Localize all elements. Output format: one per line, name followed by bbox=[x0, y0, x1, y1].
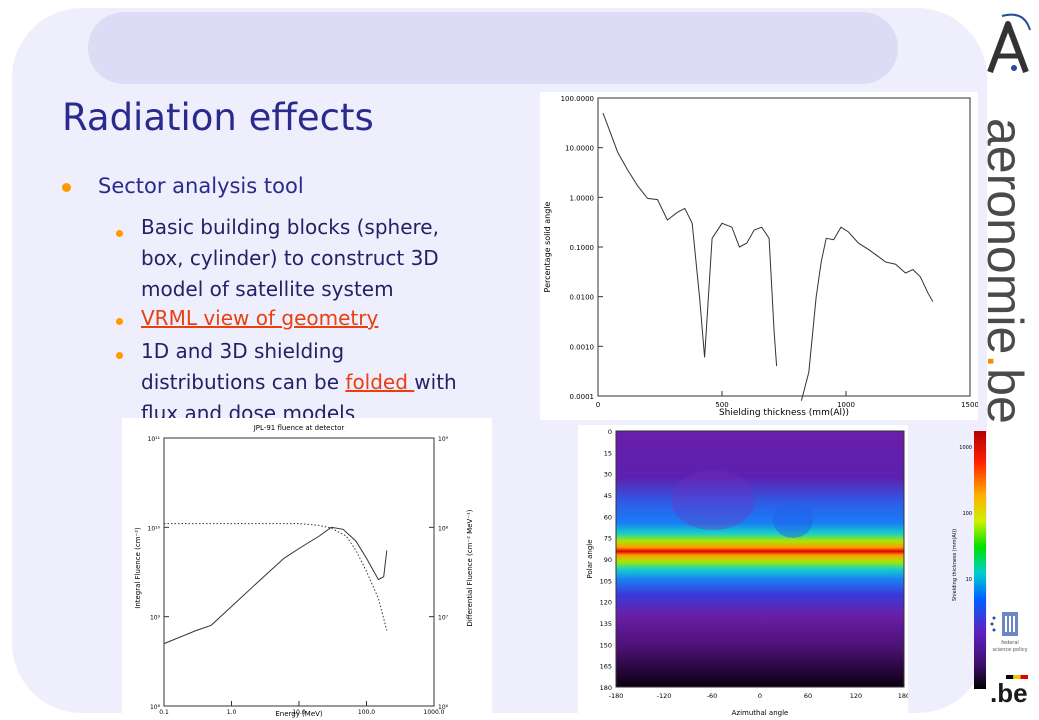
y-tick-label: 135 bbox=[600, 620, 612, 628]
text-line: 1D and 3D shielding bbox=[141, 339, 345, 363]
y-tick-label: 10.0000 bbox=[565, 145, 594, 153]
sub-bullet-dot bbox=[116, 230, 123, 237]
colorbar-tick: 1000 bbox=[959, 445, 972, 451]
heatmap-field bbox=[615, 430, 905, 688]
heatmap-feature bbox=[671, 470, 755, 530]
fed-logo-line: science policy bbox=[992, 647, 1027, 653]
y-tick-label: 60 bbox=[604, 513, 612, 521]
y-tick-label: 10¹⁰ bbox=[148, 525, 161, 532]
y-right-tick-label: 10⁶ bbox=[438, 704, 449, 711]
colorbar-tick: 10 bbox=[966, 577, 972, 583]
fed-logo-line: federal bbox=[1001, 640, 1019, 646]
x-axis-label: Energy (MeV) bbox=[275, 710, 323, 718]
y-tick-label: 45 bbox=[604, 492, 612, 500]
y-tick-label: 15 bbox=[604, 449, 612, 457]
fluence-chart: JPL-91 fluence at detector 0.1 1.0 10.0 100… bbox=[122, 418, 492, 718]
x-tick-label: 1500 bbox=[961, 401, 978, 409]
y-tick-label: 90 bbox=[604, 556, 612, 564]
y-tick-label: 0.0001 bbox=[570, 393, 595, 401]
bullet-sector-analysis: Sector analysis tool bbox=[98, 174, 304, 198]
integral-fluence-line bbox=[164, 523, 388, 631]
y-right-tick-label: 10⁹ bbox=[438, 436, 449, 443]
sub-bullet-shielding: 1D and 3D shielding distributions can be… bbox=[141, 336, 457, 429]
x-axis-label: Shielding thickness (mm(Al)) bbox=[719, 408, 849, 418]
solid-angle-chart: 0.0001 0.0010 0.0100 0.1000 1.0000 10.0000 100… bbox=[540, 92, 978, 420]
series-line bbox=[800, 226, 934, 401]
y-tick-label: 0.0100 bbox=[570, 294, 595, 302]
colorbar-tick: 100 bbox=[962, 511, 972, 517]
y-axis-label: Percentage solid angle bbox=[543, 201, 552, 292]
x-tick-label: 60 bbox=[804, 692, 812, 700]
x-tick-label: 180 bbox=[898, 692, 908, 700]
bullet-dot bbox=[62, 183, 71, 192]
x-tick-label: 0 bbox=[758, 692, 762, 700]
brand-dot: . bbox=[977, 354, 1033, 369]
x-tick-label: 1000.0 bbox=[424, 709, 445, 716]
text-line: Basic building blocks (sphere, bbox=[141, 215, 439, 239]
shielding-heatmap: -180 -120 -60 0 60 120 180 0 15 30 45 60 75 90 105 120 1… bbox=[578, 425, 908, 717]
x-tick-label: -120 bbox=[657, 692, 672, 700]
x-tick-label: 0.1 bbox=[159, 709, 169, 716]
text-span: distributions can be bbox=[141, 370, 346, 394]
x-tick-label: 100.0 bbox=[358, 709, 375, 716]
y-right-tick-label: 10⁸ bbox=[438, 525, 449, 532]
y-right-tick-label: 10⁷ bbox=[438, 615, 449, 622]
sub-bullet-vrml: VRML view of geometry bbox=[141, 303, 378, 334]
y-tick-label: 1.0000 bbox=[570, 194, 595, 202]
heatmap-feature bbox=[773, 502, 813, 538]
y-tick-label: 10¹¹ bbox=[148, 436, 161, 443]
series-line bbox=[602, 112, 778, 367]
y-tick-label: 0.1000 bbox=[570, 244, 595, 252]
aeronomie-wordmark: aeronomie.be bbox=[976, 118, 1034, 424]
y-tick-label: 75 bbox=[604, 535, 612, 543]
x-tick-label: 0 bbox=[596, 401, 600, 409]
text-line: model of satellite system bbox=[141, 277, 394, 301]
folded-link[interactable]: folded bbox=[345, 370, 415, 394]
brand-suffix: be bbox=[977, 368, 1033, 424]
y-tick-label: 10⁹ bbox=[150, 615, 161, 622]
y-tick-label: 0 bbox=[608, 428, 612, 436]
brand-name: aeronomie bbox=[977, 118, 1033, 355]
differential-fluence-line bbox=[163, 526, 388, 645]
y-axis-label: Polar angle bbox=[586, 539, 594, 578]
colorbar-scale bbox=[974, 431, 986, 689]
colorbar: Shielding thickness (mm(Al)) 1000 100 10 bbox=[952, 431, 986, 689]
chart-title: JPL-91 fluence at detector bbox=[253, 424, 345, 432]
text-line: distributions can be folded with bbox=[141, 367, 457, 398]
x-tick-label: 10.0 bbox=[292, 709, 306, 716]
y-tick-label: 10⁸ bbox=[150, 704, 161, 711]
slide-title: Radiation effects bbox=[62, 96, 374, 139]
y-tick-label: 100.0000 bbox=[561, 95, 594, 103]
x-tick-label: -180 bbox=[609, 692, 624, 700]
x-tick-label: 1000 bbox=[837, 401, 855, 409]
y-axis-label: Integral Fluence (cm⁻²) bbox=[134, 527, 142, 609]
x-tick-label: -60 bbox=[707, 692, 718, 700]
sub-bullet-dot bbox=[116, 352, 123, 359]
y-tick-label: 165 bbox=[600, 663, 612, 671]
federal-science-policy-logo-icon: federal science policy bbox=[990, 612, 1028, 653]
plot-background bbox=[122, 418, 492, 718]
text-span: with bbox=[414, 370, 457, 394]
sub-bullet-dot bbox=[116, 318, 123, 325]
y-tick-label: 180 bbox=[600, 684, 612, 692]
colorbar-label: Shielding thickness (mm(Al)) bbox=[952, 529, 958, 601]
vrml-geometry-link[interactable]: VRML view of geometry bbox=[141, 306, 379, 330]
y-axis-label-right: Differential Fluence (cm⁻² MeV⁻¹) bbox=[466, 509, 474, 626]
y-tick-label: 120 bbox=[600, 599, 612, 607]
y-tick-label: 150 bbox=[600, 641, 612, 649]
y-tick-label: 0.0010 bbox=[570, 343, 595, 351]
x-tick-label: 1.0 bbox=[227, 709, 237, 716]
sub-bullet-building-blocks: Basic building blocks (sphere, box, cyli… bbox=[141, 212, 439, 305]
y-tick-label: 30 bbox=[604, 471, 612, 479]
be-logo: .be bbox=[990, 678, 1028, 708]
x-axis-label: Azimuthal angle bbox=[732, 709, 789, 717]
title-band bbox=[88, 12, 898, 84]
plot-background bbox=[540, 92, 978, 420]
aeronomie-logo-icon bbox=[987, 13, 1031, 74]
x-tick-label: 120 bbox=[850, 692, 862, 700]
x-tick-label: 500 bbox=[715, 401, 728, 409]
text-line: box, cylinder) to construct 3D bbox=[141, 246, 439, 270]
y-tick-label: 105 bbox=[600, 577, 612, 585]
belgian-flag-icon bbox=[1006, 675, 1028, 679]
